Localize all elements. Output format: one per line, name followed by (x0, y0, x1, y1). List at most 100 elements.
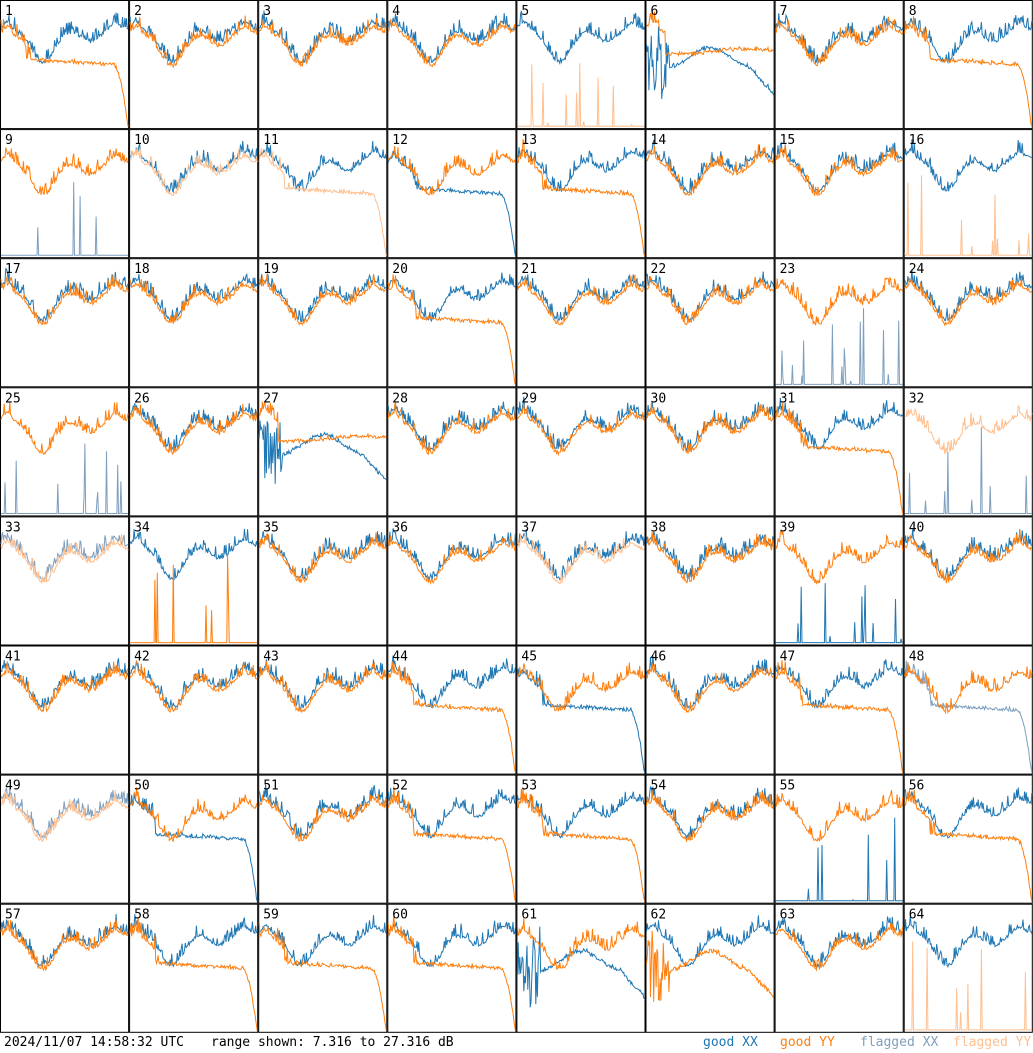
panel-frame (0, 258, 130, 388)
panel-frame (645, 129, 775, 259)
yy-series-line (904, 276, 1033, 327)
panel-number: 23 (780, 262, 796, 277)
xx-series-line (388, 920, 516, 968)
panel-frame (387, 903, 517, 1033)
panel-frame (0, 903, 130, 1033)
panel-number: 47 (780, 650, 796, 665)
panel-number: 64 (909, 908, 925, 923)
xx-series-line (775, 659, 904, 710)
panel-frame (129, 258, 259, 388)
yy-series-line (387, 535, 516, 586)
legend-flagged-yy: flagged YY (953, 1035, 1032, 1050)
xx-series-line (388, 528, 516, 582)
panel-8: 8 (903, 0, 1033, 130)
panel-25: 25 (0, 387, 130, 517)
yy-series-line (646, 144, 775, 197)
panel-24: 24 (903, 258, 1033, 388)
panel-60: 60 (387, 903, 517, 1033)
yy-series-line (516, 138, 645, 257)
yy-series-line (516, 662, 645, 713)
panel-frame (774, 903, 904, 1033)
panel-32: 32 (903, 387, 1033, 517)
panel-15: 15 (774, 129, 904, 259)
xx-series-line (646, 401, 775, 452)
panel-41: 41 (0, 645, 130, 775)
panel-frame (0, 129, 130, 259)
xx-series-line (904, 787, 1033, 839)
panel-number: 60 (392, 908, 408, 923)
yy-series-line (258, 273, 387, 326)
panel-12: 12 (387, 129, 517, 259)
panel-11: 11 (258, 129, 388, 259)
panel-62: 62 (645, 903, 775, 1033)
range-shown: range shown: 7.316 to 27.316 dB (211, 1035, 454, 1050)
yy-series-line (0, 274, 129, 326)
xx-series-line (516, 10, 645, 66)
xx-series-line (775, 308, 903, 385)
yy-series-line (129, 659, 258, 714)
panel-52: 52 (387, 774, 517, 904)
panel-44: 44 (387, 645, 517, 775)
panel-frame (516, 387, 646, 517)
yy-series-line (517, 404, 645, 457)
panel-frame (0, 774, 130, 904)
xx-series-line (1, 443, 129, 514)
yy-series-line (387, 274, 516, 386)
panel-61: 61 (516, 903, 646, 1033)
panel-frame (903, 387, 1033, 517)
panel-20: 20 (387, 258, 517, 388)
panel-28: 28 (387, 387, 517, 517)
yy-series-line (517, 63, 645, 127)
legend-flagged-xx: flagged XX (860, 1035, 939, 1050)
yy-series-line (517, 531, 645, 585)
panel-34: 34 (129, 516, 259, 646)
yy-series-line (904, 941, 1032, 1031)
panel-number: 51 (263, 779, 279, 794)
panel-number: 20 (392, 262, 408, 277)
panel-frame (129, 516, 259, 646)
panel-43: 43 (258, 645, 388, 775)
yy-series-line (258, 148, 387, 256)
legend-good-xx: good XX (703, 1035, 758, 1050)
panel-number: 17 (5, 262, 21, 277)
xx-series-line (129, 793, 258, 902)
panel-number: 31 (780, 391, 796, 406)
panel-frame (0, 516, 130, 646)
xx-series-line (129, 914, 258, 968)
panel-6: 6 (645, 0, 775, 130)
panel-frame (774, 516, 904, 646)
panel-number: 53 (521, 779, 537, 794)
panel-number: 45 (521, 650, 537, 665)
panel-number: 10 (134, 133, 150, 148)
panel-number: 21 (521, 262, 537, 277)
yy-series-line (129, 787, 258, 842)
panel-number: 28 (392, 391, 408, 406)
panel-frame (774, 0, 904, 130)
yy-series-line (0, 661, 129, 713)
panel-frame (387, 645, 517, 775)
panel-55: 55 (774, 774, 904, 904)
yy-series-line (775, 922, 904, 972)
panel-22: 22 (645, 258, 775, 388)
panel-frame (0, 0, 130, 130)
yy-series-line (646, 930, 775, 1002)
panel-number: 39 (780, 520, 796, 535)
panel-number: 62 (651, 908, 667, 923)
panel-number: 9 (5, 133, 13, 148)
panel-number: 14 (651, 133, 667, 148)
panel-7: 7 (774, 0, 904, 130)
xx-series-line (775, 397, 904, 450)
panel-42: 42 (129, 645, 259, 775)
xx-series-line (775, 583, 903, 644)
yy-series-line (646, 662, 774, 714)
panel-number: 15 (780, 133, 796, 148)
panel-number: 58 (134, 908, 150, 923)
footer: 2024/11/07 14:58:32 UTC range shown: 7.3… (0, 1033, 1033, 1053)
panel-number: 40 (909, 520, 925, 535)
panel-39: 39 (774, 516, 904, 646)
panel-number: 24 (909, 262, 925, 277)
panel-17: 17 (0, 258, 130, 388)
yy-series-line (387, 661, 516, 773)
yy-series-line (129, 15, 258, 69)
